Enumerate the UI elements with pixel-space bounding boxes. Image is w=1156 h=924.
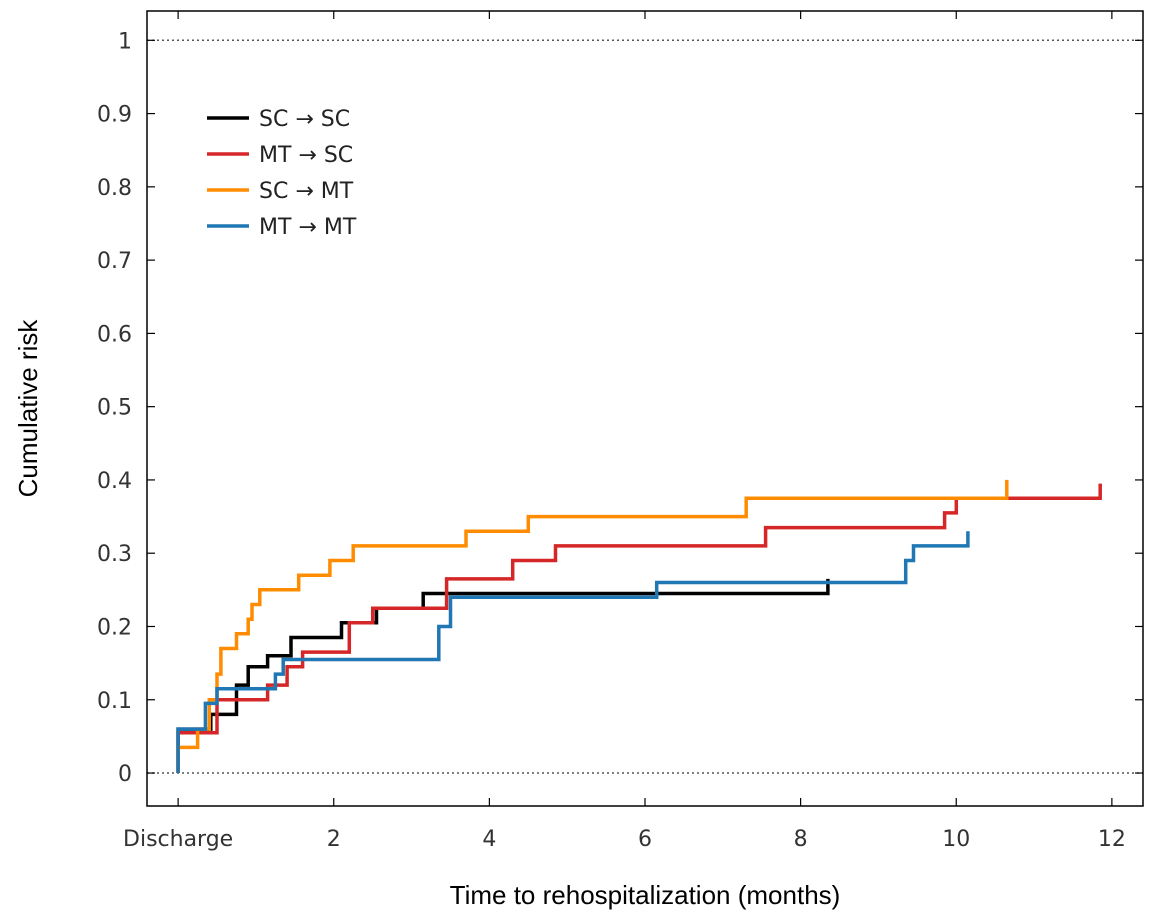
- legend-label: SC → MT: [259, 179, 354, 204]
- y-tick-label: 0.1: [97, 689, 132, 714]
- x-tick-label: 8: [794, 827, 808, 852]
- series-line-2: [176, 479, 1009, 773]
- x-tick-label: 6: [638, 827, 652, 852]
- y-tick-labels: 0 0.1 0.2 0.3 0.4 0.5 0.6 0.7 0.8 0.9 1: [97, 29, 132, 787]
- y-tick-label: 0.8: [97, 176, 132, 201]
- series-line-1: [176, 483, 1102, 773]
- y-tick-label: 0.5: [97, 396, 132, 421]
- x-tick-label: 4: [482, 827, 496, 852]
- y-tick-label: 0: [118, 762, 132, 787]
- legend-label: MT → MT: [259, 215, 357, 240]
- y-tick-label: 0.2: [97, 615, 132, 640]
- y-tick-label: 0.7: [97, 249, 132, 274]
- x-tick-label: Discharge: [123, 827, 233, 852]
- series-layer: [176, 479, 1102, 773]
- y-axis-title: Cumulative risk: [13, 319, 43, 498]
- y-tick-label: 0.9: [97, 103, 132, 128]
- legend-label: MT → SC: [259, 143, 353, 168]
- series-line-3: [176, 531, 970, 773]
- y-tick-label: 0.4: [97, 469, 132, 494]
- x-tick-label: 2: [327, 827, 341, 852]
- x-tick-labels: Discharge 2 4 6 8 10 12: [123, 827, 1126, 852]
- x-axis-title: Time to rehospitalization (months): [450, 880, 841, 910]
- axis-ticks: [147, 11, 1143, 806]
- legend: SC → SC MT → SC SC → MT MT → MT: [207, 107, 357, 240]
- x-tick-label: 12: [1098, 827, 1126, 852]
- reference-lines: [147, 39, 1143, 774]
- y-tick-label: 0.6: [97, 322, 132, 347]
- y-tick-label: 0.3: [97, 542, 132, 567]
- legend-label: SC → SC: [259, 107, 350, 132]
- x-tick-label: 10: [942, 827, 970, 852]
- y-tick-label: 1: [118, 29, 132, 54]
